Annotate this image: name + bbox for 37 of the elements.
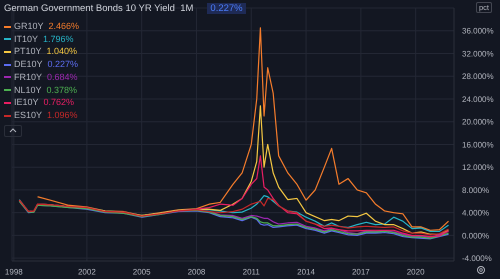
annotation: 2.466% [48,21,80,31]
x-tick-label: 2011 [242,268,260,277]
legend-label: ES10Y [14,110,42,120]
y-tick-label: 0.000% [462,231,490,240]
annotation: 1.796% [43,34,74,44]
x-tick-label: 2014 [297,268,316,277]
y-tick-label: 12.000% [462,163,494,172]
legend-label: DE10Y [14,59,43,70]
x-tick-label: 2017 [352,268,370,277]
legend-label: IE10Y [14,97,39,108]
y-tick-label: -4.000% [462,254,492,263]
y-tick-label: 8.000% [462,186,490,195]
legend-label: IT10Y [14,34,38,44]
chart-title: German Government Bonds 10 YR Yield 1M [4,3,194,14]
y-tick-label: 36.000% [462,26,494,36]
annotation: 0.227% [207,3,246,14]
y-tick-label: 24.000% [462,94,494,104]
y-tick-label: 20.000% [462,118,494,127]
annotation: 1.096% [47,110,78,120]
annotation: 0.227% [48,59,78,70]
annotation: 0.684% [47,72,78,82]
y-tick-label: 4.000% [462,208,490,218]
x-tick-label: 2005 [132,268,152,277]
x-tick-label: 2008 [188,268,206,277]
y-tick-label: 32.000% [462,49,494,58]
x-tick-label: 1998 [4,268,24,277]
legend-label: PT10Y [14,46,42,56]
annotation: 1.040% [46,46,78,56]
legend-label: GR10Y [14,21,44,31]
x-tick-label: 2020 [406,268,426,277]
legend-label: FR10Y [14,72,42,82]
x-tick-label: 2002 [78,268,96,277]
y-tick-label: 16.000% [462,140,494,150]
annotation: 0.378% [46,84,78,95]
legend-label: NL10Y [14,84,42,95]
y-tick-label: 28.000% [462,72,494,82]
annotation: 0.762% [44,97,74,108]
